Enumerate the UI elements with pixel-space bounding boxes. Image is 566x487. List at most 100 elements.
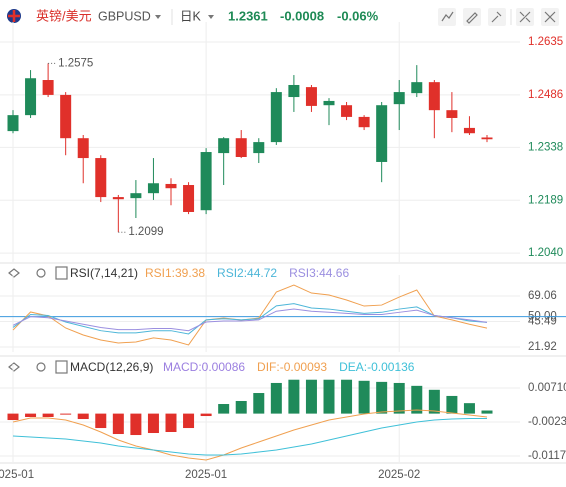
change-pct: -0.06%: [337, 8, 379, 23]
tool-button[interactable]: [463, 8, 481, 26]
candle-body: [253, 142, 265, 154]
y-tick-label: 69.06: [528, 290, 557, 302]
macd-header: MACD(12,26,9): [8, 360, 153, 374]
legend-entry: MACD:0.00086: [163, 360, 245, 374]
candle-body: [60, 94, 72, 139]
gear-icon[interactable]: [36, 268, 46, 278]
macd-bar: [165, 413, 177, 432]
tool-icon: [544, 11, 556, 23]
box-icon[interactable]: [55, 266, 68, 280]
macd-title: MACD(12,26,9): [70, 360, 153, 374]
macd-bar: [112, 413, 124, 435]
macd-bar: [77, 413, 89, 420]
candle-body: [218, 138, 230, 154]
legend-entry: RSI1:39.38: [145, 266, 205, 280]
macd-bar: [253, 393, 265, 414]
candle-body: [112, 197, 124, 200]
symbol[interactable]: GBPUSD: [98, 9, 151, 23]
macd-bar: [288, 379, 300, 414]
macd-bar: [130, 413, 142, 436]
rsi-line: [12, 308, 488, 332]
rsi-header: RSI(7,14,21): [8, 266, 138, 280]
dropdown-arrow: [155, 15, 161, 19]
macd-bar: [393, 382, 405, 414]
candle-body: [376, 105, 388, 162]
price: 1.2361: [228, 8, 268, 23]
candle-body: [25, 78, 37, 116]
candle-body: [411, 82, 423, 94]
macd-bar: [341, 379, 353, 414]
candle-body: [463, 127, 475, 134]
y-tick-label: 45.49: [528, 316, 557, 328]
candle-body: [393, 92, 405, 105]
macd-bar: [270, 382, 282, 414]
candle-body: [270, 92, 282, 143]
y-tick-label: -0.01176: [528, 450, 566, 462]
macd-bar: [7, 413, 19, 421]
y-tick-label: 21.92: [528, 341, 557, 353]
macd-bar: [147, 413, 159, 434]
macd-bar: [95, 413, 107, 429]
macd-bar: [358, 380, 370, 414]
candle-body: [183, 185, 195, 212]
flag-cross: [8, 10, 20, 22]
x-tick-label: 2025-01: [0, 469, 34, 481]
legend-entry: DIF:-0.00093: [257, 360, 327, 374]
tool-button[interactable]: [438, 8, 456, 26]
rsi-line: [12, 303, 488, 335]
macd-bar: [428, 389, 440, 414]
candle-body: [323, 100, 335, 106]
candle-body: [147, 183, 159, 194]
rsi-line: [12, 284, 488, 346]
candle-body: [288, 84, 300, 98]
gear-icon[interactable]: [36, 362, 46, 372]
candle-body: [95, 158, 107, 198]
macd-bar: [200, 413, 212, 417]
eye-icon[interactable]: [8, 268, 20, 278]
x-tick-label: 2025-02: [378, 469, 420, 481]
tool-icon: [491, 11, 502, 23]
x-tick-label: 2025-01: [185, 469, 227, 481]
macd-bar: [463, 403, 475, 414]
box-icon[interactable]: [55, 360, 68, 374]
macd-bar: [481, 410, 493, 414]
candle-body: [200, 152, 212, 211]
y-tick-label: 1.2040: [528, 247, 563, 259]
macd-bar: [305, 379, 317, 414]
candle-body: [305, 87, 317, 106]
macd-bar: [42, 413, 54, 417]
macd-bar: [323, 379, 335, 414]
macd-bar: [183, 413, 195, 429]
change: -0.0008: [280, 8, 324, 23]
y-tick-label: 1.2635: [528, 36, 563, 48]
header: 英镑/美元 GBPUSD 日K 1.2361 -0.0008 -0.06%: [7, 8, 559, 26]
macd-bar: [60, 413, 72, 415]
legend-entry: RSI3:44.66: [289, 266, 349, 280]
candle-body: [235, 138, 247, 157]
y-tick-label: 0.00710: [528, 382, 566, 394]
tool-icon: [519, 11, 531, 23]
candle-body: [481, 137, 493, 140]
macd-bar: [25, 413, 37, 417]
legend-entry: RSI2:44.72: [217, 266, 277, 280]
macd-bar: [446, 395, 458, 414]
macd-line: [12, 418, 487, 456]
candle-body: [358, 116, 370, 128]
eye-icon[interactable]: [8, 362, 20, 372]
candle-body: [7, 115, 19, 132]
candle-body: [341, 105, 353, 117]
candle-body: [165, 183, 177, 189]
candle-body: [446, 110, 458, 118]
y-tick-label: 1.2189: [528, 194, 563, 206]
macd-bar: [218, 404, 230, 414]
rsi-title: RSI(7,14,21): [70, 266, 138, 280]
toolbar: [438, 8, 559, 26]
period[interactable]: 日K: [180, 9, 202, 23]
macd-bar: [235, 400, 247, 414]
y-tick-label: 1.2486: [528, 89, 563, 101]
candle-body: [428, 82, 440, 111]
candle-body: [42, 80, 54, 95]
macd-line: [12, 409, 488, 461]
